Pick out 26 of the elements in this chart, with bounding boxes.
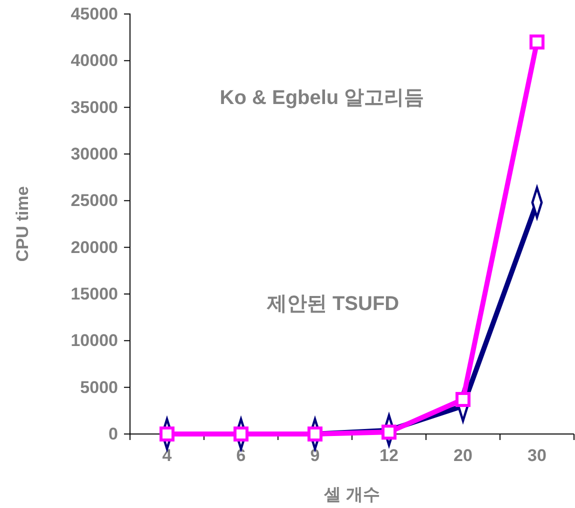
- y-tick-label: 30000: [70, 144, 118, 164]
- x-tick-label: 6: [236, 446, 246, 465]
- point: [456, 392, 470, 407]
- x-tick-label: 20: [454, 446, 472, 465]
- x-axis-title: 셀 개수: [323, 485, 380, 504]
- y-tick-label: 25000: [70, 191, 118, 210]
- point: [382, 424, 396, 440]
- x-tick-label: 4: [162, 446, 172, 465]
- point: [160, 426, 174, 442]
- y-tick-label: 10000: [70, 331, 118, 350]
- point: [234, 426, 248, 442]
- y-tick-label: 35000: [70, 98, 118, 117]
- y-tick-label: 45000: [70, 4, 118, 24]
- y-tick-label: 5000: [80, 378, 118, 397]
- y-tick-label: 20000: [70, 238, 118, 257]
- annotation: Ko & Egbelu 알고리듬: [220, 87, 424, 109]
- point: [530, 34, 544, 50]
- y-tick-label: 15000: [70, 284, 118, 304]
- y-tick-label: 40000: [70, 51, 118, 70]
- y-tick-label: 0: [108, 424, 118, 444]
- annotation: 제안된 TSUFD: [266, 293, 400, 315]
- x-tick-label: 9: [310, 446, 320, 465]
- point: [308, 426, 322, 442]
- y-axis-title: CPU time: [13, 186, 32, 262]
- x-tick-label: 12: [380, 446, 398, 465]
- x-tick-label: 30: [528, 446, 546, 465]
